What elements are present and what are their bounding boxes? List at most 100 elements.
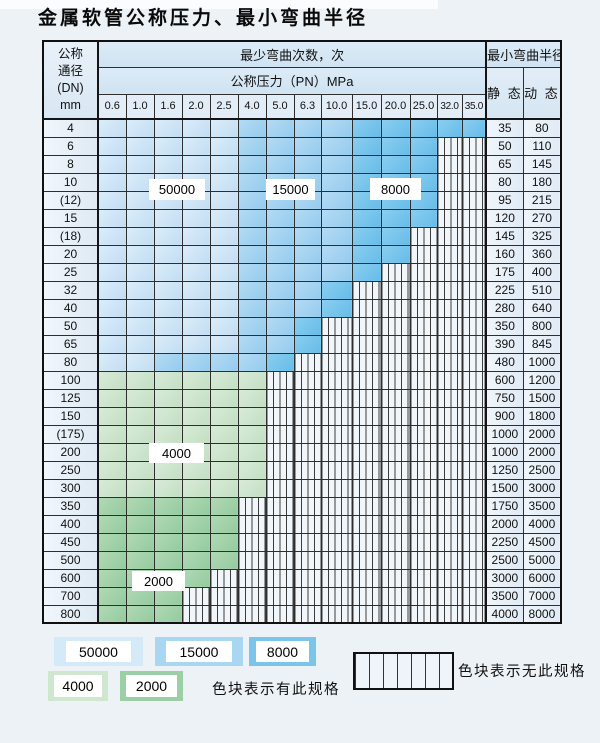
pressure-tick: 2.5 [209,93,239,120]
grid-cell [320,424,353,444]
grid-cell [293,550,322,570]
grid-cell [461,208,488,228]
grid-cell [125,586,155,606]
grid-cell [320,586,353,606]
grid-cell [181,424,211,444]
grid-cell [380,244,411,264]
dynamic-radius-cell: 845 [522,334,562,354]
dn-cell: 200 [42,442,99,462]
grid-cell [320,388,353,408]
grid-cell [181,208,211,228]
zone-label-15000: 15000 [266,179,315,200]
pressure-tick: 32.0 [436,93,463,120]
grid-cell [293,208,322,228]
grid-cell [351,280,382,300]
grid-cell [265,298,295,318]
grid-cell [409,154,438,174]
grid-cell [153,226,183,246]
min-bend-radius-header: 最小弯曲半径 [485,40,562,68]
static-radius-cell: 280 [485,298,524,318]
table-row: 250 1250 2500 [42,460,562,480]
static-radius-cell: 2500 [485,550,524,570]
grid-cell [153,298,183,318]
grid-cell [209,244,239,264]
grid-cell [351,388,382,408]
grid-cell [320,370,353,390]
grid-cell [209,136,239,156]
table-row: 200 1000 2000 [42,442,562,462]
dynamic-radius-cell: 3500 [522,496,562,516]
static-radius-cell: 1000 [485,442,524,462]
header-row-pressure: 公称压力（PN）MPa 静 态 动 态 [43,66,562,120]
static-radius-cell: 1750 [485,496,524,516]
grid-cell [351,136,382,156]
static-radius-cell: 65 [485,154,524,174]
grid-cell [436,478,463,498]
grid-cell [409,586,438,606]
grid-cell [293,154,322,174]
pressure-tick: 20.0 [380,93,411,120]
pressure-tick: 25.0 [409,93,438,120]
table-row: 700 3500 7000 [42,586,562,606]
grid-cell [153,550,183,570]
grid-cell [209,334,239,354]
header-row-ticks: 0.6 1.0 1.6 2.0 2.5 4.0 5.0 6.3 10.0 15.0 20.0 25.0… [43,93,561,120]
dn-cell: (18) [42,226,99,246]
grid-cell [265,244,295,264]
grid-cell [320,406,353,426]
static-radius-cell: 2000 [485,514,524,534]
grid-cell [351,316,382,336]
legend-swatch-value: 4000 [54,675,102,697]
page-title: 金属软管公称压力、最小弯曲半径 [38,7,369,29]
grid-cell [97,406,127,426]
grid-cell [436,352,463,372]
grid-cell [181,478,211,498]
grid-cell [97,352,127,372]
grid-cell [97,190,127,210]
grid-cell [209,316,239,336]
grid-cell [125,532,155,552]
static-column-header: 静 态 [485,66,524,120]
grid-cell [265,568,295,588]
grid-cell [293,388,322,408]
grid-cell [380,532,411,552]
dn-cell: 25 [42,262,99,282]
grid-cell [461,406,488,426]
grid-cell [97,514,127,534]
dn-cell: 150 [42,406,99,426]
grid-cell [97,262,127,282]
grid-cell [125,514,155,534]
grid-cell [125,244,155,264]
grid-cell [209,154,239,174]
grid-cell [409,442,438,462]
grid-cell [380,334,411,354]
grid-cell [461,136,488,156]
grid-cell [209,118,239,138]
grid-cell [237,154,267,174]
legend-hatch-sample [353,652,454,690]
grid-cell [409,316,438,336]
grid-cell [320,190,353,210]
grid-cell [351,298,382,318]
grid-cell [125,118,155,138]
grid-cell [409,280,438,300]
grid-cell [237,406,267,426]
grid-cell [461,604,488,624]
grid-cell [181,118,211,138]
grid-cell [265,118,295,138]
grid-cell [265,604,295,624]
grid-cell [436,442,463,462]
legend-swatch-value: 50000 [65,641,132,662]
grid-cell [320,604,353,624]
grid-cell [153,262,183,282]
grid-cell [293,406,322,426]
static-radius-cell: 50 [485,136,524,156]
grid-cell [265,136,295,156]
static-radius-cell: 480 [485,352,524,372]
grid-cell [97,442,127,462]
static-radius-cell: 600 [485,370,524,390]
dynamic-radius-cell: 510 [522,280,562,300]
grid-cell [436,118,463,138]
grid-cell [97,478,127,498]
grid-cell [237,496,267,516]
